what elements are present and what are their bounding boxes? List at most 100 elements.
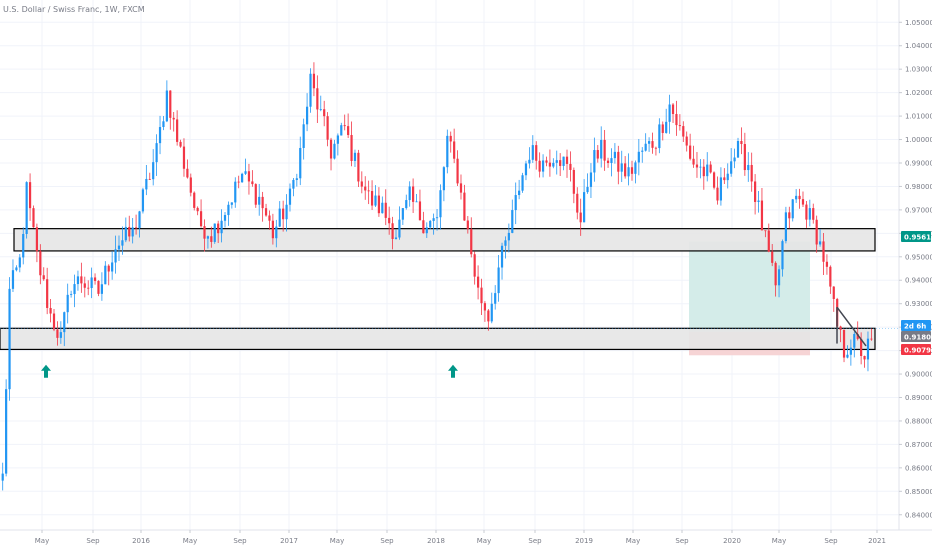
- candle-body: [319, 109, 322, 111]
- support-resistance-zones[interactable]: [0, 228, 876, 351]
- candle-body: [408, 186, 411, 201]
- price-label-badge: [901, 231, 931, 242]
- candle-body: [230, 202, 233, 205]
- candle-body: [497, 267, 500, 294]
- arrow-up-marker: [448, 364, 458, 378]
- y-tick-label: 0.89000: [905, 394, 932, 402]
- candle-body: [624, 163, 627, 177]
- candle-body: [518, 190, 521, 196]
- candle-body: [576, 193, 579, 213]
- candle-body: [312, 73, 316, 89]
- candle-body: [476, 276, 480, 288]
- candle-body: [326, 116, 329, 140]
- candle-body: [343, 125, 346, 127]
- x-tick-label: May: [330, 537, 344, 545]
- candle-body: [504, 240, 507, 246]
- candle-body: [439, 190, 442, 218]
- candle-body: [176, 119, 179, 142]
- y-tick-label: 1.01000: [905, 113, 932, 121]
- candle-body: [470, 229, 473, 255]
- candle-body: [620, 163, 623, 172]
- candle-body: [83, 283, 86, 288]
- candle-body: [347, 126, 350, 136]
- drawings[interactable]: [0, 306, 899, 378]
- candle-body: [630, 167, 634, 174]
- candle-body: [572, 169, 575, 194]
- candle-body: [360, 181, 363, 187]
- candle-body: [511, 210, 514, 233]
- candle-body: [340, 125, 343, 136]
- candle-body: [788, 212, 791, 219]
- candle-body: [241, 173, 244, 183]
- candle-body: [658, 124, 661, 149]
- y-tick-label: 0.98000: [905, 183, 932, 191]
- candle-body: [712, 172, 716, 188]
- y-tick-label: 1.02000: [905, 89, 932, 97]
- candle-body: [545, 160, 548, 163]
- chart-title: U.S. Dollar / Swiss Franc, 1W, FXCM: [3, 5, 145, 14]
- candle-body: [678, 125, 681, 127]
- candle-body: [169, 90, 172, 118]
- candle-body: [292, 179, 295, 189]
- candle-body: [5, 389, 8, 474]
- y-tick-label: 1.03000: [905, 66, 932, 74]
- candle-body: [254, 184, 257, 205]
- candle-body: [76, 276, 80, 285]
- candle-body: [661, 124, 664, 133]
- candle-body: [247, 171, 251, 182]
- candle-body: [46, 279, 49, 308]
- candle-body: [846, 354, 849, 358]
- candle-body: [364, 186, 367, 191]
- candle-body: [449, 135, 452, 142]
- candle-body: [784, 212, 787, 242]
- x-tick-label: May: [183, 537, 197, 545]
- candle-body: [627, 167, 630, 177]
- candle-body: [357, 152, 360, 182]
- candle-body: [706, 164, 709, 177]
- candle-body: [500, 245, 504, 268]
- candle-body: [206, 236, 210, 239]
- candle-body: [285, 204, 288, 220]
- candle-body: [288, 188, 292, 205]
- candle-body: [377, 195, 381, 214]
- candle-body: [18, 257, 21, 268]
- candle-body: [524, 163, 528, 176]
- time-axis[interactable]: May Sep 2016 May Sep 2017 May Sep 2018 May Sep 2019…: [35, 530, 886, 545]
- y-tick-label: 0.86000: [905, 464, 932, 472]
- candle-body: [80, 276, 83, 284]
- candle-body: [538, 160, 541, 172]
- candle-body: [258, 196, 261, 205]
- candle-body: [8, 288, 11, 390]
- candle-body: [596, 150, 599, 159]
- candle-body: [507, 232, 510, 241]
- y-tick-label: 0.99000: [905, 159, 932, 167]
- price-label-badge: [901, 331, 931, 342]
- candle-body: [25, 182, 28, 234]
- candle-body: [425, 227, 428, 234]
- x-tick-label: Sep: [824, 537, 838, 545]
- candle-body: [466, 220, 469, 230]
- candle-body: [1, 473, 4, 481]
- candle-body: [579, 212, 582, 223]
- candle-body: [866, 338, 870, 360]
- candle-body: [367, 190, 370, 192]
- candle-body: [432, 218, 435, 221]
- candle-body: [723, 177, 726, 181]
- price-label-text: 2d 6h: [904, 323, 926, 331]
- candle-body: [548, 162, 552, 167]
- candle-body: [531, 145, 534, 160]
- candle-body: [559, 160, 562, 166]
- price-axis[interactable]: 1.05000 1.04000 1.03000 1.02000 1.01000 1.000…: [899, 19, 932, 519]
- candle-body: [305, 106, 309, 125]
- candle-body: [774, 262, 777, 286]
- candle-body: [541, 160, 545, 172]
- candle-body: [28, 182, 32, 209]
- x-tick-label: 2018: [427, 537, 445, 545]
- candle-body: [42, 275, 45, 280]
- y-tick-label: 0.88000: [905, 417, 932, 425]
- candle-body: [767, 230, 770, 252]
- x-tick-label: May: [35, 537, 49, 545]
- candle-body: [709, 164, 712, 173]
- trendline: [836, 306, 867, 347]
